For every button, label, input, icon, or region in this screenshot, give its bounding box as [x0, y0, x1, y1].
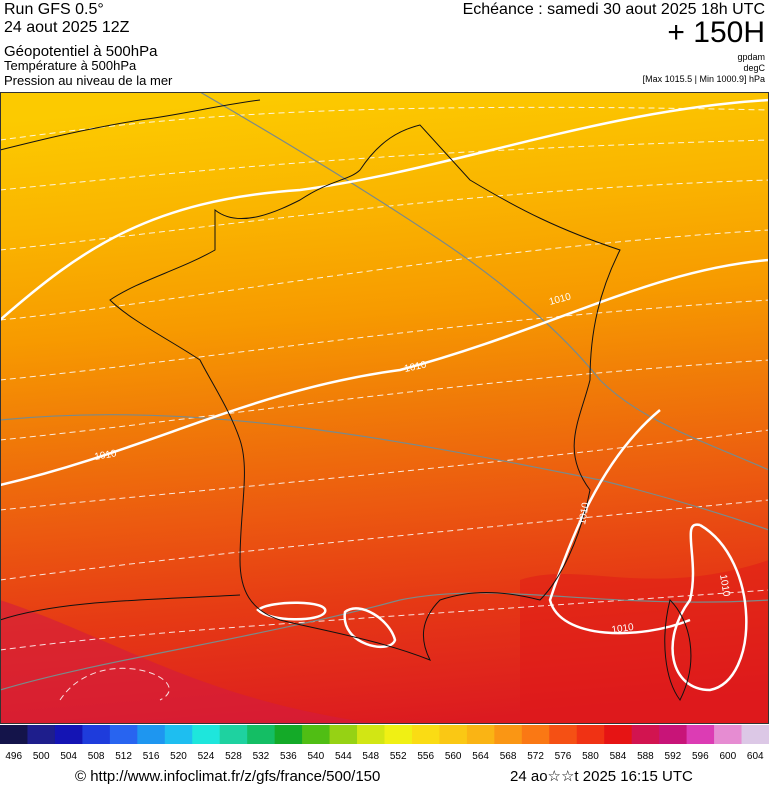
map-area: 1010 1010 1010 1010 1010 1010: [0, 92, 769, 724]
colorbar-label: 580: [582, 751, 599, 762]
colorbar-label: 596: [692, 751, 709, 762]
generated-time: 24 ao☆☆t 2025 16:15 UTC: [510, 768, 693, 785]
colorbar-label: 568: [500, 751, 517, 762]
contour-label: 1010: [403, 359, 427, 374]
color-swatch: [247, 725, 276, 744]
warm-band: [520, 560, 769, 724]
colorbar-label: 564: [472, 751, 489, 762]
unit-geopotential: gpdam: [737, 52, 765, 62]
isotherms: [0, 106, 769, 701]
color-swatch: [631, 725, 660, 744]
color-swatch: [714, 725, 743, 744]
color-swatch: [54, 725, 83, 744]
contour-label: 1010: [577, 501, 592, 525]
color-swatch: [137, 725, 166, 744]
colorbar-label: 512: [115, 751, 132, 762]
color-swatch: [302, 725, 331, 744]
colorbar-label: 548: [362, 751, 379, 762]
cold-band: [0, 600, 380, 724]
colorbar-label: 600: [719, 751, 736, 762]
color-swatch: [384, 725, 413, 744]
run-date: 24 aout 2025 12Z: [4, 19, 130, 36]
color-swatch: [274, 725, 303, 744]
run-label: Run GFS 0.5°: [4, 1, 104, 18]
contour-label: 1010: [717, 574, 732, 598]
color-swatch: [466, 725, 495, 744]
color-swatch: [357, 725, 385, 744]
colorbar-label: 524: [198, 751, 215, 762]
colorbar-label: 604: [747, 751, 764, 762]
color-swatch: [192, 725, 221, 744]
isobars: [0, 98, 769, 692]
color-swatch: [0, 725, 28, 744]
colorbar-label: 516: [143, 751, 160, 762]
coastline: [0, 99, 692, 701]
color-swatch: [604, 725, 633, 744]
color-swatch: [411, 725, 440, 744]
color-swatch: [109, 725, 138, 744]
color-swatch: [549, 725, 578, 744]
color-swatch: [164, 725, 193, 744]
color-swatch: [686, 725, 715, 744]
field-1: Géopotentiel à 500hPa: [4, 43, 158, 60]
colorbar-label: 584: [610, 751, 627, 762]
field-3: Pression au niveau de la mer: [4, 73, 173, 88]
color-swatch: [659, 725, 688, 744]
unit-temperature: degC: [743, 63, 765, 73]
color-swatch: [494, 725, 523, 744]
colorbar-label: 508: [88, 751, 105, 762]
colorbar-label: 528: [225, 751, 242, 762]
color-swatch: [741, 725, 769, 744]
contour-label: 1010: [94, 448, 118, 463]
color-swatch: [329, 725, 358, 744]
colorbar-label: 588: [637, 751, 654, 762]
colorbar-label: 532: [253, 751, 270, 762]
valid-time: Echéance : samedi 30 aout 2025 18h UTC: [463, 1, 765, 18]
colorbar-label: 536: [280, 751, 297, 762]
colorbar-label: 556: [417, 751, 434, 762]
lead-time: + 150H: [667, 16, 765, 49]
field-2: Température à 500hPa: [4, 58, 137, 73]
unit-pressure: [Max 1015.5 | Min 1000.9] hPa: [643, 74, 765, 84]
color-swatch: [219, 725, 248, 744]
geopotential-lines: [0, 92, 769, 691]
colorbar-label: 520: [170, 751, 187, 762]
source-url: © http://www.infoclimat.fr/z/gfs/france/…: [75, 768, 380, 785]
colorbar-label: 560: [445, 751, 462, 762]
colorbar-label: 544: [335, 751, 352, 762]
colorbar-label: 552: [390, 751, 407, 762]
color-swatch: [576, 725, 605, 744]
colorbar-label: 500: [33, 751, 50, 762]
colorbar-label: 576: [555, 751, 572, 762]
color-swatch: [27, 725, 56, 744]
colorbar-label: 592: [665, 751, 682, 762]
colorbar-label: 496: [5, 751, 22, 762]
colorbar-label: 540: [307, 751, 324, 762]
colorbar-label: 504: [60, 751, 77, 762]
contour-label: 1010: [611, 622, 635, 636]
colorbar: 496 500 504 508 512 516 520 524 528 532 536 540 544 5…: [0, 725, 769, 762]
colorbar-label: 572: [527, 751, 544, 762]
color-swatch: [82, 725, 111, 744]
color-swatch: [521, 725, 550, 744]
color-swatch: [439, 725, 468, 744]
